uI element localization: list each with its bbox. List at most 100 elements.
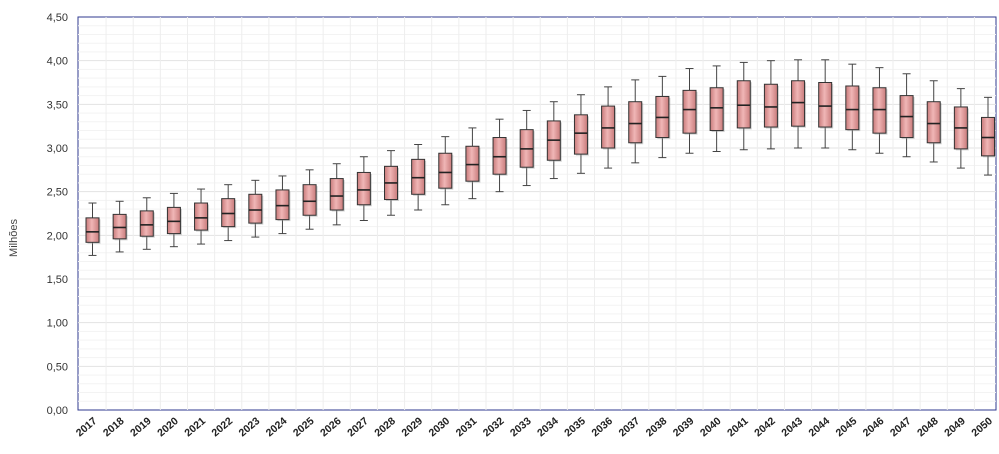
y-tick-label: 0,50 bbox=[47, 361, 68, 373]
box-2022 bbox=[221, 184, 237, 242]
box-2043 bbox=[791, 59, 807, 149]
y-tick-label: 2,50 bbox=[47, 187, 68, 199]
x-tick-label: 2043 bbox=[779, 415, 805, 439]
x-tick-label: 2046 bbox=[861, 415, 887, 439]
x-tick-label: 2030 bbox=[427, 415, 453, 439]
y-tick-label: 4,50 bbox=[47, 12, 68, 24]
box-2019 bbox=[139, 197, 155, 250]
y-tick-label: 2,00 bbox=[47, 230, 68, 242]
x-tick-label: 2025 bbox=[291, 415, 317, 439]
x-tick-label: 2039 bbox=[671, 415, 697, 439]
y-tick-label: 1,00 bbox=[47, 318, 68, 330]
x-tick-label: 2033 bbox=[508, 415, 534, 439]
box-2031 bbox=[465, 127, 481, 200]
box-body bbox=[438, 152, 453, 189]
x-tick-label: 2045 bbox=[834, 415, 860, 439]
box-body bbox=[601, 105, 616, 149]
box-body bbox=[981, 116, 995, 157]
x-tick-label: 2017 bbox=[74, 415, 100, 439]
box-2021 bbox=[194, 188, 210, 245]
box-body bbox=[85, 217, 100, 243]
box-2049 bbox=[953, 88, 969, 169]
box-2047 bbox=[899, 73, 915, 158]
x-tick-label: 2040 bbox=[698, 415, 724, 439]
box-2050 bbox=[981, 96, 996, 176]
box-2028 bbox=[384, 150, 399, 216]
box-body bbox=[736, 80, 751, 129]
box-2045 bbox=[845, 63, 861, 151]
box-body bbox=[926, 101, 941, 144]
box-body bbox=[248, 193, 263, 224]
box-body bbox=[872, 87, 887, 134]
box-body bbox=[818, 82, 833, 128]
box-body bbox=[492, 137, 507, 175]
box-2040 bbox=[709, 65, 725, 152]
y-tick-label: 3,50 bbox=[47, 99, 68, 111]
box-2038 bbox=[655, 75, 671, 159]
box-2044 bbox=[818, 59, 834, 149]
x-tick-label: 2029 bbox=[399, 415, 425, 439]
box-body bbox=[356, 171, 371, 206]
box-2017 bbox=[85, 202, 101, 256]
box-2039 bbox=[682, 68, 698, 154]
x-tick-label: 2019 bbox=[128, 415, 154, 439]
y-tick-label: 1,50 bbox=[47, 274, 68, 286]
box-body bbox=[709, 87, 724, 132]
box-2027 bbox=[356, 156, 372, 221]
box-2046 bbox=[872, 67, 888, 154]
x-tick-label: 2020 bbox=[155, 415, 181, 439]
box-body bbox=[682, 89, 697, 134]
box-body bbox=[763, 83, 778, 128]
box-body bbox=[573, 114, 588, 155]
x-tick-label: 2035 bbox=[562, 415, 588, 439]
y-tick-label: 4,00 bbox=[47, 56, 68, 68]
box-2025 bbox=[302, 169, 318, 230]
box-body bbox=[791, 80, 806, 127]
x-tick-label: 2037 bbox=[617, 415, 643, 439]
box-2024 bbox=[275, 175, 291, 235]
box-body bbox=[302, 184, 317, 216]
box-2036 bbox=[601, 86, 617, 169]
box-2033 bbox=[519, 109, 535, 187]
x-tick-label: 2032 bbox=[481, 415, 507, 439]
box-2023 bbox=[248, 179, 264, 238]
x-tick-label: 2038 bbox=[644, 415, 670, 439]
box-2032 bbox=[492, 118, 508, 193]
box-body bbox=[628, 101, 643, 144]
box-body bbox=[411, 158, 426, 195]
x-tick-label: 2050 bbox=[969, 415, 995, 439]
x-tick-label: 2018 bbox=[101, 415, 127, 439]
box-2020 bbox=[166, 192, 182, 248]
x-tick-label: 2041 bbox=[725, 415, 751, 439]
x-tick-label: 2044 bbox=[807, 415, 833, 439]
box-series bbox=[85, 59, 996, 256]
box-body bbox=[166, 206, 181, 235]
box-body bbox=[221, 198, 236, 228]
box-body bbox=[845, 85, 860, 131]
y-tick-label: 3,00 bbox=[47, 143, 68, 155]
y-axis-ticks: 0,00 0,50 1,00 1,50 2,00 2,50 3,00 3,50 4,00 4,50 bbox=[47, 12, 68, 417]
y-axis-label: Milhões bbox=[8, 219, 20, 257]
box-body bbox=[194, 202, 209, 231]
gridlines bbox=[78, 17, 996, 410]
x-tick-label: 2036 bbox=[589, 415, 615, 439]
x-tick-label: 2042 bbox=[752, 415, 778, 439]
box-2042 bbox=[763, 60, 779, 150]
box-2037 bbox=[628, 79, 644, 164]
y-tick-label: 0,00 bbox=[47, 405, 68, 417]
x-tick-label: 2021 bbox=[182, 415, 208, 439]
box-body bbox=[465, 145, 480, 182]
box-body bbox=[329, 178, 344, 211]
x-tick-label: 2031 bbox=[454, 415, 480, 439]
box-2026 bbox=[329, 163, 345, 226]
x-tick-label: 2023 bbox=[237, 415, 263, 439]
x-axis-ticks: 2017 2018 2019 2020 2021 2022 2023 2024 2025 2026… bbox=[74, 415, 995, 439]
plot-area bbox=[77, 16, 997, 411]
x-tick-label: 2034 bbox=[535, 415, 561, 439]
x-tick-label: 2048 bbox=[915, 415, 941, 439]
box-body bbox=[139, 210, 154, 237]
x-tick-label: 2024 bbox=[264, 415, 290, 439]
box-body bbox=[112, 213, 127, 240]
box-2041 bbox=[736, 61, 752, 151]
